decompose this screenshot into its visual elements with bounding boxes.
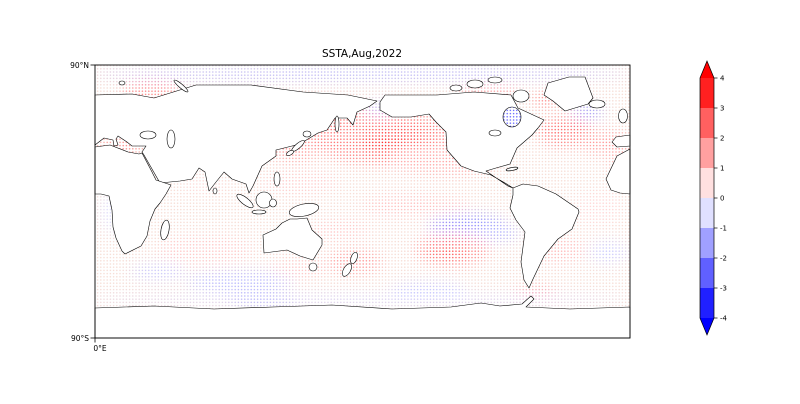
colorbar-segment bbox=[700, 198, 714, 228]
greenland-landmass bbox=[543, 76, 594, 112]
plot-title: SSTA,Aug,2022 bbox=[322, 48, 402, 60]
colorbar-tick-label: 2 bbox=[720, 135, 724, 143]
lon-label-origin: 0°E bbox=[93, 344, 107, 353]
colorbar-tick-label: -4 bbox=[720, 315, 728, 323]
anomaly-blob bbox=[360, 194, 470, 216]
anomaly-blob bbox=[476, 224, 520, 242]
britain-island bbox=[618, 108, 628, 124]
anomaly-blob bbox=[427, 243, 467, 261]
great-lakes bbox=[488, 129, 502, 137]
hudson-bay-anomaly bbox=[503, 107, 521, 127]
anomaly-blob bbox=[92, 294, 628, 304]
arctic-island-3 bbox=[449, 84, 463, 92]
iceland-island bbox=[588, 99, 606, 109]
colorbar-segment bbox=[700, 258, 714, 288]
lat-label-bottom: 90°S bbox=[71, 334, 89, 343]
colorbar-tick-label: 0 bbox=[720, 195, 724, 203]
colorbar-segment bbox=[700, 78, 714, 108]
colorbar-tick-label: 1 bbox=[720, 165, 724, 173]
colorbar-segment bbox=[700, 228, 714, 258]
hokkaido-island bbox=[302, 130, 312, 138]
novaya-zemlya-island bbox=[173, 79, 189, 93]
new-guinea-island bbox=[288, 203, 320, 217]
colorbar: 4 3 2 1 0 -1 -2 -3 -4 bbox=[699, 60, 728, 336]
nz-south-island bbox=[342, 263, 352, 277]
africa-landmass bbox=[94, 144, 172, 255]
colorbar-tick-label: -2 bbox=[720, 255, 727, 263]
anomaly-blob bbox=[130, 263, 186, 281]
colorbar-tick-label: -3 bbox=[720, 285, 727, 293]
anomaly-blob bbox=[574, 190, 622, 226]
map-frame bbox=[94, 64, 631, 339]
sakhalin-island bbox=[334, 115, 340, 133]
arctic-island-1 bbox=[466, 79, 484, 89]
anomaly-blob bbox=[185, 270, 295, 292]
eurasia-landmass bbox=[94, 84, 378, 194]
anomaly-blob bbox=[157, 235, 253, 265]
philippines-island bbox=[273, 171, 281, 187]
anomaly-blob bbox=[94, 67, 630, 81]
colorbar-tick-label: -1 bbox=[720, 225, 727, 233]
colorbar-under-arrow bbox=[700, 318, 714, 335]
kyushu-island bbox=[286, 150, 294, 156]
anomaly-blob bbox=[310, 220, 370, 240]
anomaly-blob bbox=[260, 170, 340, 194]
black-sea-lake bbox=[139, 130, 157, 140]
anomaly-blob bbox=[390, 281, 466, 299]
sri-lanka-island bbox=[212, 187, 218, 195]
arctic-island-2 bbox=[487, 76, 503, 84]
sumatra-island bbox=[236, 193, 254, 209]
colorbar-segment bbox=[700, 138, 714, 168]
borneo-island bbox=[255, 191, 273, 209]
colorbar-over-arrow bbox=[700, 61, 714, 78]
java-island bbox=[251, 209, 267, 215]
anomaly-blob bbox=[270, 258, 330, 278]
caspian-sea-lake bbox=[166, 129, 176, 149]
hudson-bay-fill-group bbox=[503, 107, 521, 127]
colorbar-tick-label: 3 bbox=[720, 105, 724, 113]
colorbar-tick-label: 4 bbox=[720, 75, 725, 83]
nz-north-island bbox=[350, 251, 358, 265]
tasmania-island bbox=[308, 262, 318, 272]
madagascar-island bbox=[160, 219, 170, 241]
anomaly-blob bbox=[537, 117, 593, 147]
baffin-island bbox=[512, 89, 530, 103]
sulawesi-island bbox=[269, 198, 277, 208]
australia-landmass bbox=[262, 217, 323, 261]
lat-label-top: 90°N bbox=[70, 61, 89, 70]
south-america-landmass bbox=[509, 183, 580, 289]
colorbar-segment bbox=[700, 108, 714, 138]
hudson-bay-coastline bbox=[502, 106, 522, 128]
colorbar-segment bbox=[700, 288, 714, 318]
anomaly-blob bbox=[588, 240, 628, 264]
svalbard-island bbox=[118, 80, 126, 86]
colorbar-segment bbox=[700, 168, 714, 198]
anomaly-blob bbox=[224, 293, 300, 307]
cuba-island bbox=[505, 166, 519, 172]
